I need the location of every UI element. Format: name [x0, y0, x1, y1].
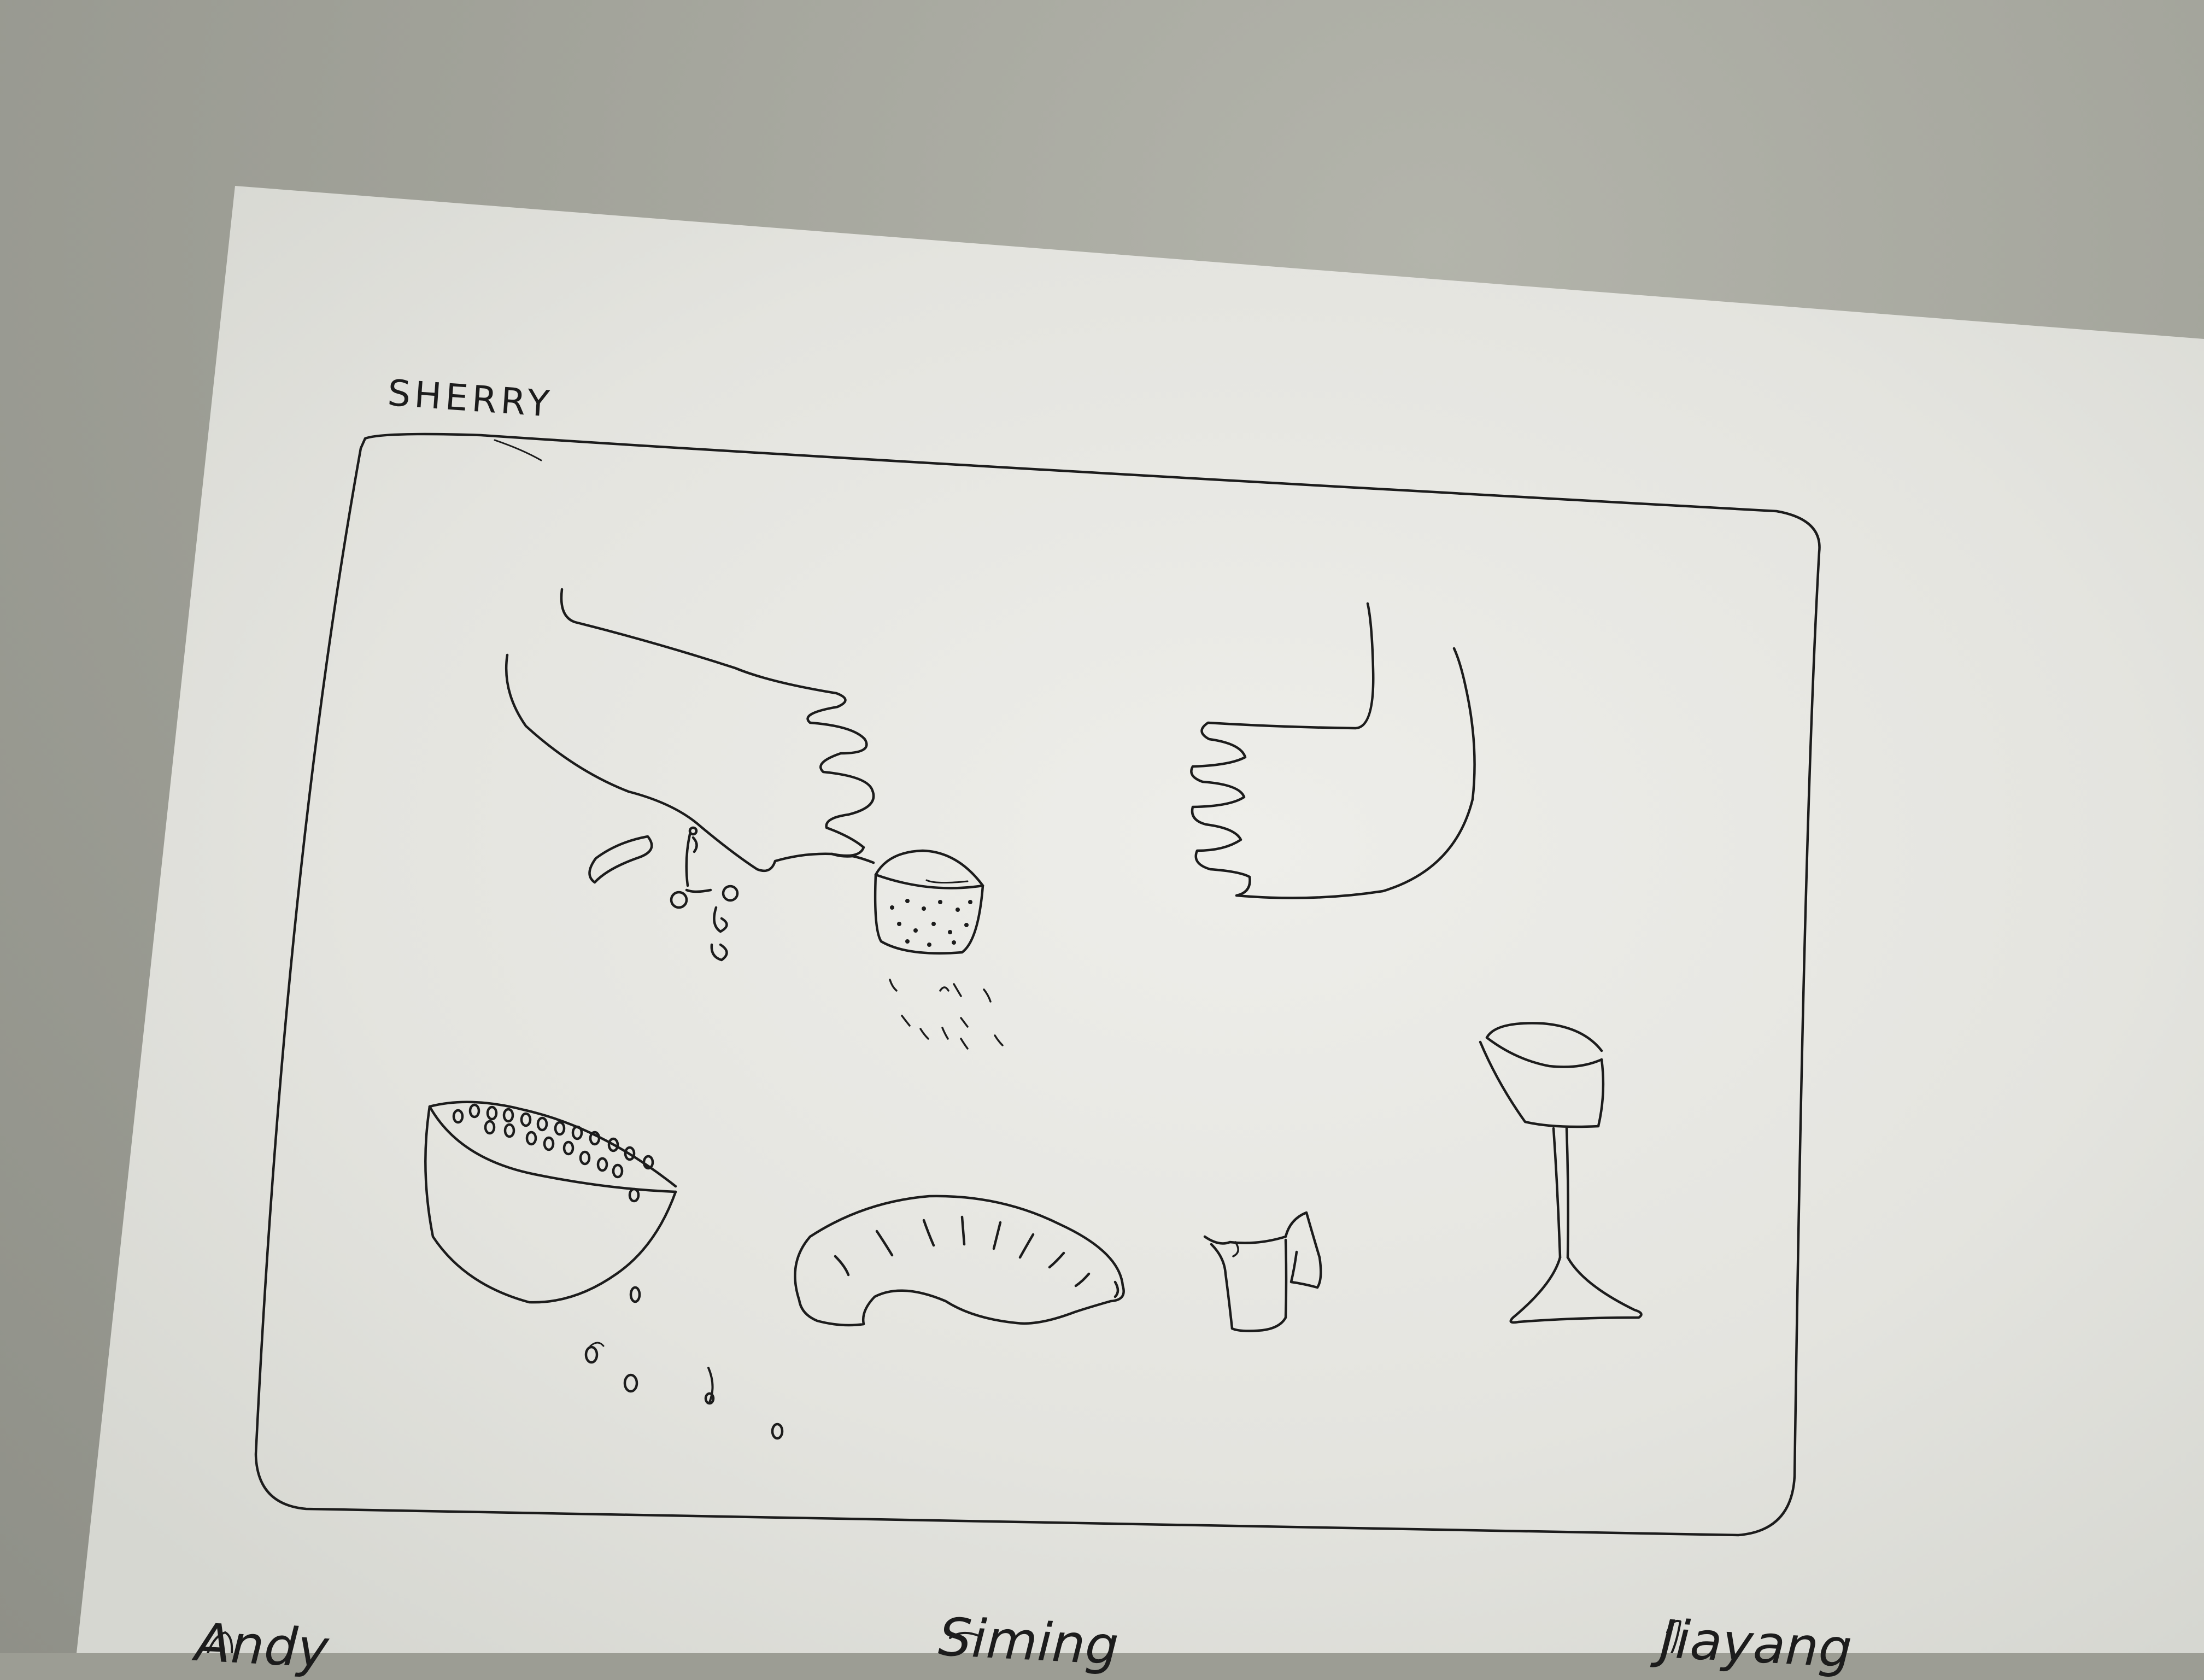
bowl-with-beans-icon — [424, 1101, 784, 1440]
name-left-partial-strokes — [207, 1631, 233, 1653]
wine-glass-icon — [1479, 1022, 1643, 1324]
hand-receiving-icon — [1190, 602, 1476, 899]
hand-pouring-icon — [505, 588, 1004, 1050]
cup-icon — [1203, 1211, 1322, 1332]
paper-surface — [77, 186, 2204, 1653]
name-middle-partial-strokes — [949, 1631, 980, 1639]
croissant-icon — [794, 1195, 1125, 1327]
name-right-partial-strokes — [1666, 1620, 1681, 1653]
frame-corner-tick — [494, 439, 542, 461]
storyboard-frame — [254, 432, 1821, 1537]
